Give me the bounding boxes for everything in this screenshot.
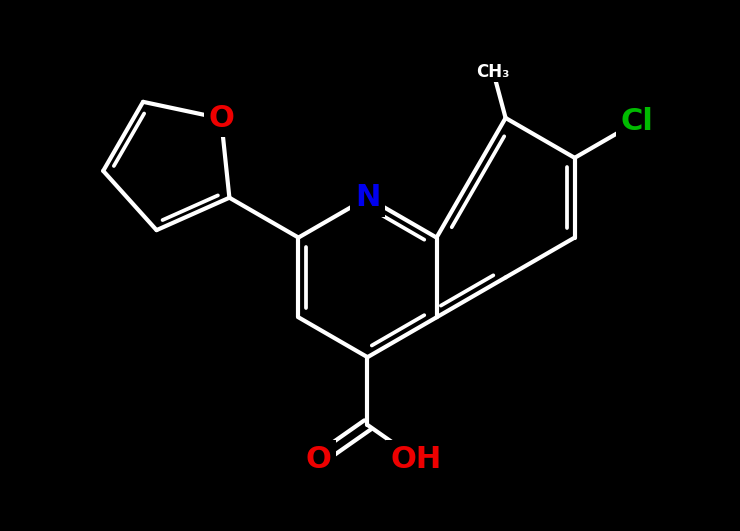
Text: OH: OH [391, 445, 442, 474]
Text: O: O [306, 445, 332, 474]
Text: O: O [208, 104, 234, 133]
Text: N: N [354, 183, 380, 212]
Text: CH₃: CH₃ [477, 63, 510, 81]
Text: Cl: Cl [620, 107, 653, 136]
